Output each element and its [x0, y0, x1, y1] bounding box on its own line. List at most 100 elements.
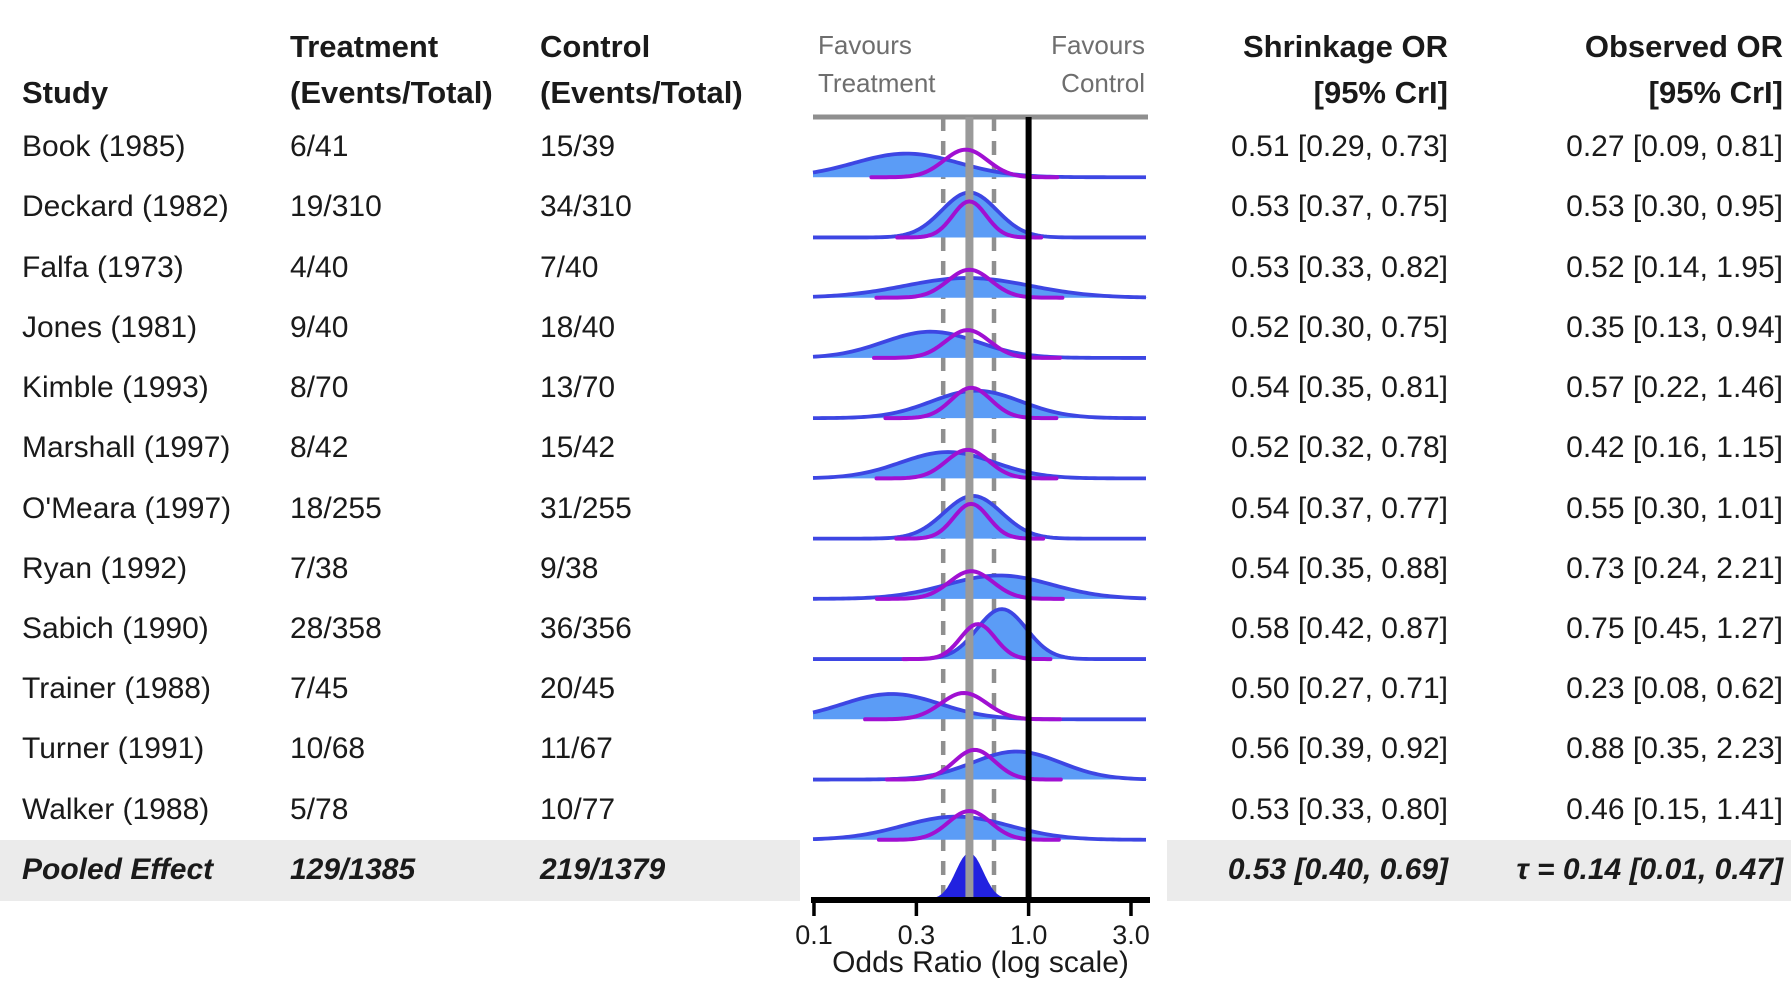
study-label: Deckard (1982) [22, 190, 229, 224]
shrinkage-value: 0.51 [0.29, 0.73] [1231, 130, 1448, 164]
shrinkage-header-line2: [95% CrI] [1313, 75, 1448, 110]
shrinkage-density-curve [876, 808, 1061, 842]
control-value: 31/255 [540, 491, 632, 525]
control-value: 15/42 [540, 431, 616, 465]
shrinkage-density-curve [894, 501, 1046, 541]
pooled-tau-value: τ = 0.14 [0.01, 0.47] [1516, 853, 1783, 886]
observed-density-curve [812, 450, 1146, 481]
shrinkage-value: 0.54 [0.35, 0.81] [1231, 371, 1448, 404]
observed-density-curve [813, 494, 1146, 541]
observed-density-curve [813, 607, 1146, 661]
study-label: Kimble (1993) [22, 371, 209, 404]
pooled-row-band-left [0, 840, 800, 901]
study-label: Falfa (1973) [22, 250, 184, 284]
shrinkage-value: 0.53 [0.37, 0.75] [1231, 190, 1448, 224]
observed-density-curve [812, 814, 1147, 842]
shrinkage-density-curve [884, 747, 1063, 782]
favours-treatment-line1: Favours [818, 30, 912, 60]
treatment-value: 5/78 [290, 792, 349, 826]
observed-density-curve [813, 190, 1146, 240]
observed-value: 0.73 [0.24, 2.21] [1566, 551, 1783, 585]
observed-density-curve [813, 749, 1147, 782]
study-label: O'Meara (1997) [22, 491, 232, 525]
treatment-column-header: Treatment (Events/Total) [290, 24, 493, 116]
observed-value: 0.53 [0.30, 0.95] [1566, 190, 1783, 224]
treatment-value: 28/358 [290, 612, 382, 645]
x-axis-title: Odds Ratio (log scale) [832, 946, 1129, 979]
observed-density-curve [812, 692, 1146, 722]
pooled-shrinkage-value: 0.53 [0.40, 0.69] [1227, 853, 1448, 886]
shrinkage-value: 0.53 [0.33, 0.80] [1231, 792, 1448, 826]
study-label: Book (1985) [22, 130, 186, 164]
control-value: 15/39 [540, 130, 616, 164]
control-value: 7/40 [540, 250, 599, 284]
observed-value: 0.88 [0.35, 2.23] [1566, 732, 1783, 766]
observed-value: 0.23 [0.08, 0.62] [1566, 672, 1783, 706]
shrinkage-value: 0.54 [0.35, 0.88] [1231, 551, 1448, 585]
control-value: 11/67 [540, 732, 613, 766]
control-header-line1: Control [540, 29, 651, 64]
pooled-control-value: 219/1379 [540, 853, 666, 886]
observed-density-fill [813, 452, 1148, 479]
observed-density-fill [813, 331, 1148, 358]
treatment-value: 18/255 [290, 491, 382, 525]
control-value: 34/310 [540, 190, 632, 224]
study-label: Ryan (1992) [22, 551, 188, 585]
favours-treatment-line2: Treatment [818, 68, 936, 98]
treatment-value: 8/42 [290, 431, 349, 465]
study-label: Walker (1988) [22, 792, 210, 826]
treatment-value: 8/70 [290, 371, 349, 404]
observed-value: 0.55 [0.30, 1.01] [1566, 491, 1783, 525]
favours-control-line1: Favours [1051, 30, 1145, 60]
observed-density-fill [813, 278, 1148, 298]
study-column-header: Study [22, 75, 109, 110]
observed-density-curve [812, 388, 1146, 421]
control-value: 36/356 [540, 612, 632, 645]
control-value: 18/40 [540, 310, 616, 344]
control-value: 20/45 [540, 672, 616, 706]
treatment-value: 4/40 [290, 250, 349, 284]
control-value: 13/70 [540, 371, 616, 404]
shrinkage-column-header: Shrinkage OR [95% CrI] [1150, 24, 1448, 116]
treatment-value: 7/38 [290, 551, 349, 585]
treatment-value: 19/310 [290, 190, 382, 224]
pooled-study-label: Pooled Effect [22, 853, 214, 886]
observed-value: 0.35 [0.13, 0.94] [1566, 310, 1783, 344]
observed-value: 0.57 [0.22, 1.46] [1566, 371, 1783, 404]
favours-control-line2: Control [1061, 68, 1145, 98]
treatment-header-line2: (Events/Total) [290, 75, 493, 110]
shrinkage-density-curve [883, 385, 1059, 421]
observed-density-curve [812, 573, 1147, 601]
pooled-treatment-value: 129/1385 [290, 853, 416, 886]
treatment-value: 10/68 [290, 732, 366, 766]
study-label: Turner (1991) [22, 732, 205, 766]
shrinkage-value: 0.58 [0.42, 0.87] [1231, 612, 1448, 645]
observed-column-header: Observed OR [95% CrI] [1458, 24, 1783, 116]
shrinkage-value: 0.54 [0.37, 0.77] [1231, 491, 1448, 525]
control-header-line2: (Events/Total) [540, 75, 743, 110]
observed-value: 0.75 [0.45, 1.27] [1566, 612, 1783, 645]
observed-density-fill [813, 192, 1148, 238]
shrinkage-density-curve [901, 622, 1053, 662]
observed-density-fill [813, 609, 1148, 660]
study-label: Jones (1981) [22, 310, 198, 344]
study-label: Trainer (1988) [22, 672, 211, 706]
pooled-row-band-right [1167, 840, 1791, 901]
observed-density-fill [813, 575, 1148, 599]
observed-density-curve [812, 151, 1146, 180]
observed-density-fill [813, 153, 1148, 178]
shrinkage-value: 0.56 [0.39, 0.92] [1231, 732, 1448, 766]
shrinkage-density-curve [872, 328, 1062, 360]
shrinkage-density-curve [874, 267, 1065, 300]
observed-density-fill [813, 816, 1148, 840]
shrinkage-density-curve [874, 569, 1065, 601]
observed-value: 0.27 [0.09, 0.81] [1566, 130, 1783, 164]
observed-density-fill [813, 390, 1148, 419]
observed-density-curve [812, 329, 1146, 360]
shrinkage-value: 0.53 [0.33, 0.82] [1231, 250, 1448, 284]
observed-value: 0.46 [0.15, 1.41] [1566, 792, 1783, 826]
study-label: Sabich (1990) [22, 612, 209, 645]
control-value: 10/77 [540, 792, 616, 826]
control-column-header: Control (Events/Total) [540, 24, 743, 116]
favours-control-label: Favours Control [941, 26, 1145, 102]
